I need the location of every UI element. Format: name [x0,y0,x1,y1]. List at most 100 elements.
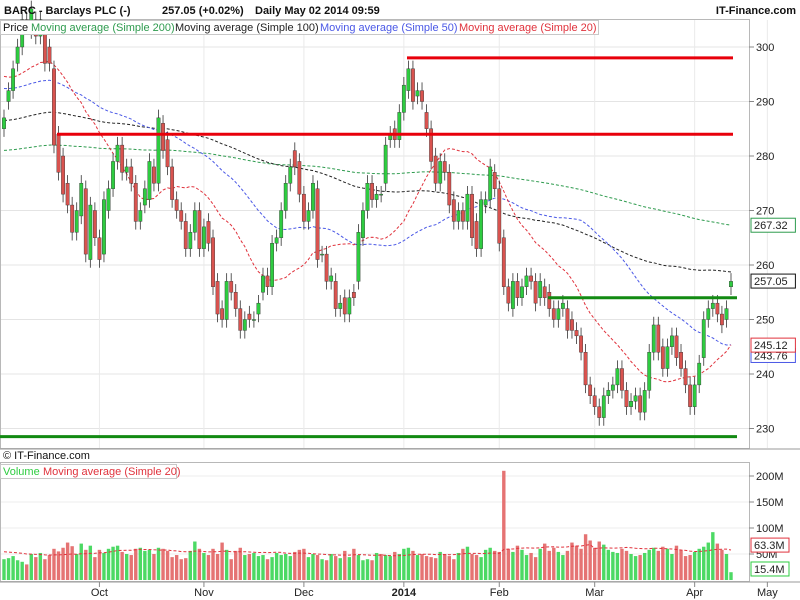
candle-body [192,210,197,233]
volume-bar [333,556,338,580]
volume-bar [365,559,370,580]
volume-bar [79,543,83,580]
candle-body [479,199,483,249]
candle-body [156,117,161,184]
candle-body [297,161,302,195]
candle-body [138,210,143,222]
volume-bar [84,549,88,580]
candle-body [701,319,706,358]
candle-body [651,324,656,353]
candle-body [152,166,156,184]
volume-bar [220,542,224,580]
candle-body [233,292,238,309]
candle-body [247,313,252,320]
candle-body [547,292,552,309]
month-tick-label: Nov [194,587,214,599]
candle-body [461,210,465,222]
volume-bar [161,548,165,580]
candle-body [242,319,247,331]
candle-body [420,90,424,102]
candle-body [683,368,688,386]
volume-bar [193,541,197,580]
candle-body [2,117,6,129]
volume-tick-label: 100M [756,523,784,535]
last-ma200-label-box [750,217,796,233]
volume-bar [338,558,342,580]
volume-bar [620,548,624,580]
volume-bar [284,554,288,580]
candle-body [165,139,170,168]
volume-bar [56,551,61,580]
month-tick-label: 2014 [392,587,417,599]
candle-body [183,221,188,249]
candle-body [292,150,297,168]
candle-body [338,302,343,309]
candle-body [456,210,461,222]
candle-body [188,232,193,249]
volume-legend-box [0,464,177,479]
volume-bar [211,548,215,580]
volume-bar [633,556,638,580]
candle-body [351,292,356,298]
candle-body [624,390,629,407]
candle-body [179,210,184,222]
candle-body [647,352,652,391]
volume-bar [324,560,329,580]
volume-bar [252,552,256,580]
volume-bar [356,555,361,580]
volume-bar [315,555,320,580]
axis-labels-layer: 23024025026027028029030031050M100M150M20… [91,42,796,599]
volume-bar [611,551,615,580]
volume-bar [184,558,188,580]
volume-bar [147,549,152,580]
candle-body [197,210,202,249]
candle-body [274,237,279,244]
candle-body [583,352,588,386]
candle-body [424,112,429,129]
candle-body [497,188,502,244]
candle-body [288,166,293,184]
volume-bar [652,547,656,580]
candle-body [538,281,543,298]
last-price-label-box [750,273,796,289]
candle-body [465,193,470,222]
volume-bar [65,542,70,580]
volume-bar [374,552,379,580]
volume-bar [379,554,383,580]
volume-bar [311,554,315,580]
volume-bar [506,548,511,580]
volume-bar [179,559,183,580]
volume-bar [461,548,465,580]
candle-body [397,112,402,140]
volume-bar [306,557,311,580]
legend-ma200: Moving average (Simple 200) [31,22,175,34]
volume-bar [688,555,692,580]
candle-body [79,183,84,217]
candle-body [451,199,456,222]
volume-bar [615,552,620,580]
volume-bar [683,556,688,580]
candle-body [83,188,88,255]
volume-bar [638,555,642,580]
volume-bar [393,551,397,580]
candle-body [279,210,284,238]
volume-bar [352,548,356,580]
candle-body [542,286,547,298]
volume-tick-label: 200M [756,471,784,483]
candle-body [488,166,493,200]
support-resistance-layer [0,56,737,439]
legend-price: Price [3,22,28,34]
volume-bar [106,548,111,580]
candle-body [102,199,106,255]
volume-bar [61,547,65,580]
candle-body [56,133,61,173]
volume-bar [624,550,629,580]
candle-body [15,46,20,64]
candle-body [88,204,93,260]
candle-body [92,210,97,238]
candle-body [229,281,234,293]
candle-body [570,319,574,331]
volume-bar [165,550,170,580]
candle-body [574,330,579,337]
